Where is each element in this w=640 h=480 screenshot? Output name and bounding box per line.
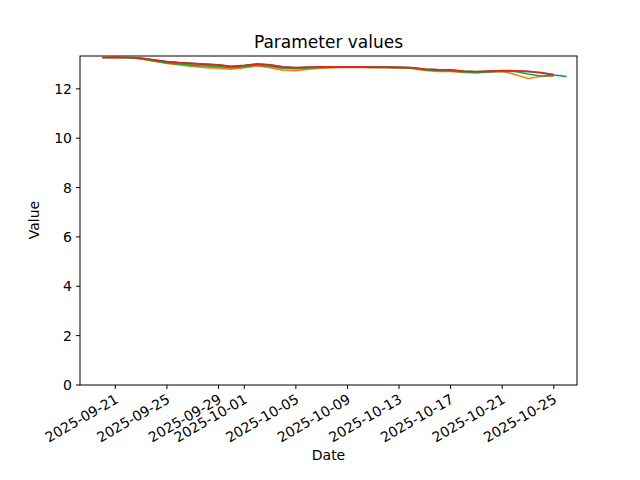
series-line-red bbox=[102, 57, 553, 74]
y-tick-label: 4 bbox=[63, 278, 72, 294]
y-tick-label: 6 bbox=[63, 229, 72, 245]
plot-svg: 0246810122025-09-212025-09-252025-09-292… bbox=[0, 0, 640, 480]
y-tick-label: 0 bbox=[63, 377, 72, 393]
plot-border bbox=[80, 56, 577, 385]
y-tick-label: 2 bbox=[63, 328, 72, 344]
y-tick-label: 12 bbox=[54, 81, 72, 97]
figure: Parameter values Value Date 024681012202… bbox=[0, 0, 640, 480]
y-tick-label: 10 bbox=[54, 130, 72, 146]
y-tick-label: 8 bbox=[63, 180, 72, 196]
